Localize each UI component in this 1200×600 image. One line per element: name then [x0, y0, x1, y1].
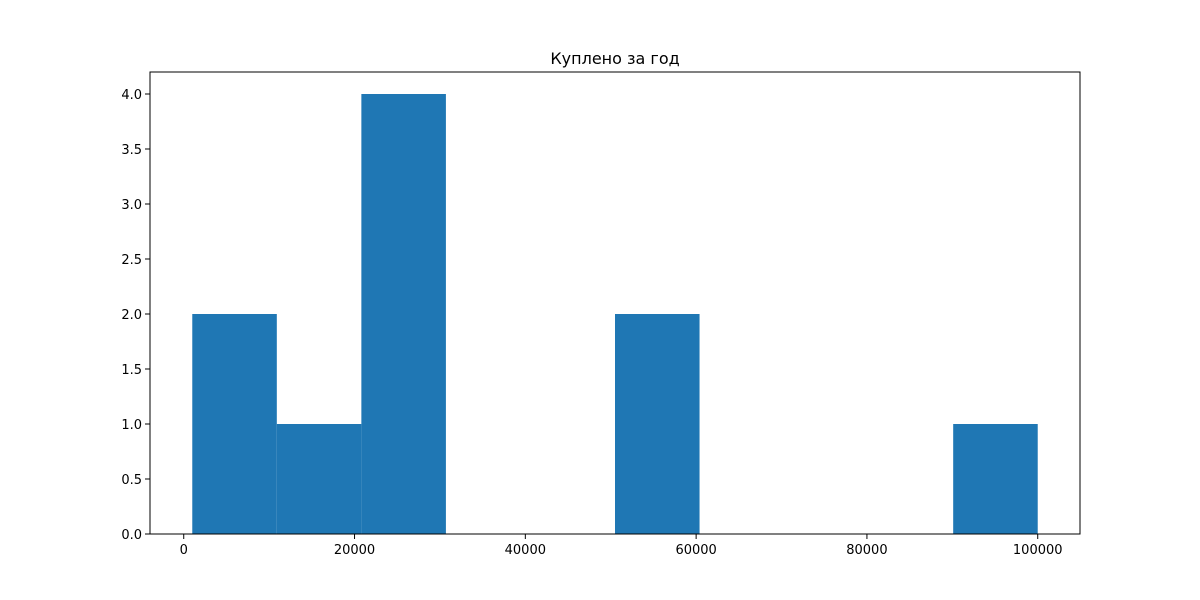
- y-tick-label: 2.5: [121, 253, 142, 268]
- plot-frame: [149, 71, 1081, 535]
- bars-group: [192, 94, 1038, 534]
- y-tick-label: 4.0: [121, 88, 142, 103]
- x-tick-label: 40000: [505, 543, 546, 558]
- y-tick-label: 3.0: [121, 198, 142, 213]
- y-tick-label: 0.0: [121, 528, 142, 543]
- chart-title: Куплено за год: [550, 49, 679, 68]
- x-tick-label: 60000: [675, 543, 716, 558]
- y-tick-label: 1.0: [121, 418, 142, 433]
- y-tick-label: 0.5: [121, 473, 142, 488]
- histogram-bar-0: [192, 314, 277, 534]
- histogram-bar-5: [615, 314, 700, 534]
- x-tick-label: 100000: [1013, 543, 1063, 558]
- y-tick-label: 3.5: [121, 143, 142, 158]
- y-axis: 0.0 0.5 1.0 1.5 2.0 2.5 3.0 3.5 4.0: [121, 88, 150, 543]
- y-tick-label: 2.0: [121, 308, 142, 323]
- x-axis: 0 20000 40000 60000 80000 100000: [180, 534, 1063, 558]
- histogram-bar-1: [276, 424, 362, 534]
- x-tick-label: 0: [180, 543, 188, 558]
- histogram-bar-2: [361, 94, 446, 534]
- y-tick-label: 1.5: [121, 363, 142, 378]
- x-tick-label: 20000: [334, 543, 375, 558]
- histogram-bar-9: [953, 424, 1038, 534]
- x-tick-label: 80000: [846, 543, 887, 558]
